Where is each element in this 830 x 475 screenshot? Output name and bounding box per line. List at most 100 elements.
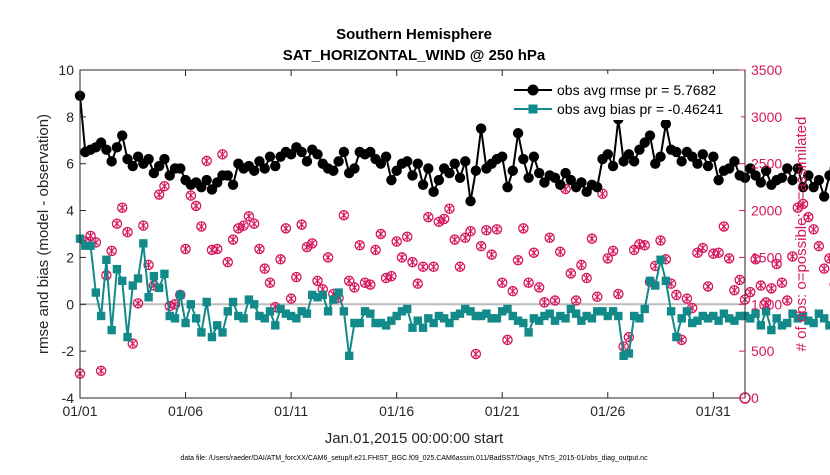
legend-label-rmse: obs avg rmse pr = 5.7682 [557,82,716,98]
rmse-point [444,168,454,178]
bias-point [324,307,332,315]
bias-point [345,352,353,360]
bias-point [672,333,680,341]
rmse-point [460,156,470,166]
bias-point [366,309,374,317]
rmse-point [117,130,127,140]
y2-tick-label: 1500 [751,249,782,265]
rmse-point [201,175,211,185]
footnote: data file: /Users/raeder/DAI/ATM_forcXX/… [180,455,648,462]
rmse-point [312,149,322,159]
bias-point [625,349,633,357]
x-tick-label: 01/21 [485,403,520,419]
bias-point [218,328,226,336]
obs-count-marker [825,254,830,263]
rmse-point [629,156,639,166]
bias-point [656,256,664,264]
x-tick-label: 01/26 [590,403,625,419]
obs-count-marker [809,225,818,234]
bias-point [683,307,691,315]
obs-assimilated-marker [784,296,791,305]
rmse-point [260,163,270,173]
y-tick-label: -2 [62,343,75,359]
rmse-point [223,170,233,180]
bias-point [783,319,791,327]
bias-point [651,281,659,289]
bias-point [614,312,622,320]
y-tick-label: -4 [62,390,75,406]
y-tick-label: 8 [66,109,74,125]
y2-tick-label: 2500 [751,156,782,172]
bias-point [102,256,110,264]
obs-assimilated-marker [768,284,775,293]
bias-point [123,333,131,341]
rmse-point [418,180,428,190]
rmse-point [455,173,465,183]
y2-tick-label: 3000 [751,109,782,125]
rmse-point [465,196,475,206]
rmse-point [502,182,512,192]
rmse-point [159,154,169,164]
bias-point [767,326,775,334]
rmse-point [523,173,533,183]
rmse-point [592,182,602,192]
bias-point [250,300,258,308]
legend: obs avg rmse pr = 5.7682 obs avg bias pr… [507,74,741,120]
rmse-point [555,180,565,190]
legend-label-bias: obs avg bias pr = -0.46241 [557,101,723,117]
bias-point [403,305,411,313]
rmse-point [508,166,518,176]
bias-point [202,298,210,306]
legend-marker-bias [529,105,538,114]
rmse-point [645,130,655,140]
chart-title: Southern Hemisphere [336,26,492,43]
rmse-point [386,175,396,185]
bias-point [334,288,342,296]
bias-point [757,321,765,329]
bias-point [239,314,247,322]
obs-count-marker [756,281,765,290]
rmse-point [349,163,359,173]
rmse-point [824,170,830,180]
bias-point [641,305,649,313]
y2-tick-label: 0 [751,390,759,406]
bias-point [150,272,158,280]
rmse-point [476,123,486,133]
rmse-point [661,119,671,129]
rmse-point [333,156,343,166]
bias-point [107,326,115,334]
rmse-point [655,151,665,161]
y2-tick-label: 2000 [751,203,782,219]
bias-point [208,333,216,341]
rmse-point [112,142,122,152]
bias-point [635,314,643,322]
obs-count-marker [777,278,786,287]
rmse-point [671,147,681,157]
obs-count-marker [820,264,829,273]
rmse-point [692,159,702,169]
bias-point [197,328,205,336]
bias-point [176,291,184,299]
rmse-point [703,161,713,171]
rmse-point [413,159,423,169]
rmse-point [228,180,238,190]
obs-assimilated-marker [826,254,830,263]
y-tick-label: 4 [66,203,74,219]
bias-point [144,293,152,301]
rmse-point [270,161,280,171]
x-tick-label: 01/06 [168,403,203,419]
obs-assimilated-marker [758,281,765,290]
bias-point [319,291,327,299]
rmse-point [756,177,766,187]
bias-point [340,307,348,315]
rmse-point [450,159,460,169]
y-tick-label: 2 [66,249,74,265]
rmse-point [434,175,444,185]
bias-point [187,300,195,308]
rmse-point [328,166,338,176]
rmse-point [339,147,349,157]
bias-point [160,270,168,278]
bias-point [155,284,163,292]
